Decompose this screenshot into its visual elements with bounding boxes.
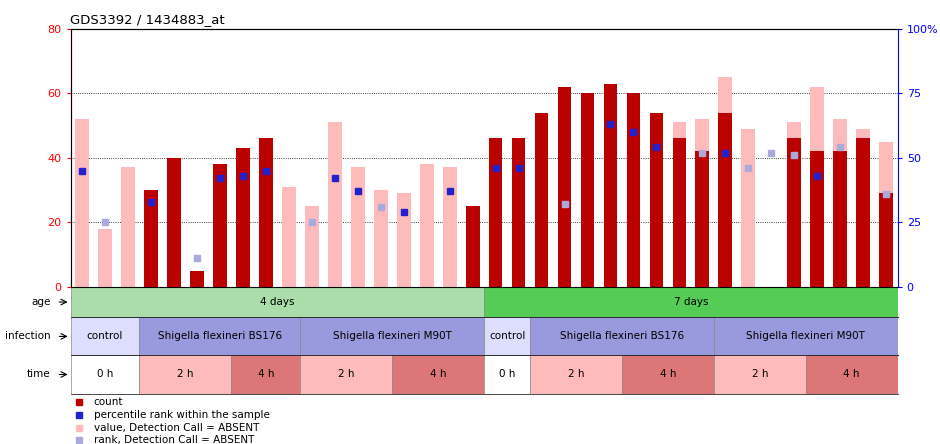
Bar <box>650 113 664 287</box>
Text: Shigella flexineri BS176: Shigella flexineri BS176 <box>560 331 684 341</box>
Bar <box>328 123 341 287</box>
Bar <box>672 139 686 287</box>
Text: GDS3392 / 1434883_at: GDS3392 / 1434883_at <box>70 13 225 26</box>
Text: 4 h: 4 h <box>843 369 860 380</box>
Text: Shigella flexineri BS176: Shigella flexineri BS176 <box>158 331 282 341</box>
Bar <box>856 129 870 287</box>
Bar <box>190 270 204 287</box>
Bar <box>879 142 893 287</box>
Bar <box>70 356 139 393</box>
Bar <box>397 193 411 287</box>
Bar <box>718 113 732 287</box>
Text: 4 h: 4 h <box>430 369 446 380</box>
Bar <box>788 123 801 287</box>
Bar <box>258 139 273 287</box>
Bar <box>718 77 732 287</box>
Text: rank, Detection Call = ABSENT: rank, Detection Call = ABSENT <box>94 436 254 444</box>
Bar <box>713 356 806 393</box>
Bar <box>282 187 296 287</box>
Bar <box>511 139 525 287</box>
Text: 2 h: 2 h <box>752 369 768 380</box>
Text: Shigella flexineri M90T: Shigella flexineri M90T <box>746 331 865 341</box>
Bar <box>530 356 622 393</box>
Bar <box>627 93 640 287</box>
Text: count: count <box>94 397 123 407</box>
Text: value, Detection Call = ABSENT: value, Detection Call = ABSENT <box>94 423 259 432</box>
Bar <box>190 270 204 287</box>
Bar <box>557 87 572 287</box>
Bar <box>465 206 479 287</box>
Bar <box>121 167 134 287</box>
Bar <box>742 129 755 287</box>
Bar <box>70 317 139 356</box>
Text: 2 h: 2 h <box>338 369 354 380</box>
Bar <box>696 119 710 287</box>
Bar <box>484 287 898 317</box>
Bar <box>443 167 457 287</box>
Bar <box>231 356 300 393</box>
Text: 7 days: 7 days <box>674 297 708 307</box>
Bar <box>713 317 898 356</box>
Bar <box>98 229 112 287</box>
Bar <box>139 317 300 356</box>
Bar <box>300 317 484 356</box>
Bar <box>806 356 898 393</box>
Text: 4 h: 4 h <box>660 369 676 380</box>
Text: time: time <box>27 369 51 380</box>
Bar <box>788 139 801 287</box>
Text: 4 days: 4 days <box>260 297 294 307</box>
Bar <box>484 317 530 356</box>
Bar <box>167 158 180 287</box>
Bar <box>484 356 530 393</box>
Text: 2 h: 2 h <box>177 369 194 380</box>
Bar <box>810 151 824 287</box>
Bar <box>696 151 710 287</box>
Bar <box>672 123 686 287</box>
Bar <box>834 151 847 287</box>
Bar <box>236 148 250 287</box>
Bar <box>75 119 89 287</box>
Text: 2 h: 2 h <box>568 369 585 380</box>
Bar <box>856 139 870 287</box>
Bar <box>535 216 548 287</box>
Bar <box>300 356 392 393</box>
Bar <box>530 317 713 356</box>
Text: 4 h: 4 h <box>258 369 274 380</box>
Bar <box>622 356 713 393</box>
Bar <box>144 190 158 287</box>
Bar <box>879 193 893 287</box>
Text: 0 h: 0 h <box>97 369 113 380</box>
Bar <box>420 164 433 287</box>
Text: control: control <box>86 331 123 341</box>
Bar <box>581 93 594 287</box>
Bar <box>351 167 365 287</box>
Text: Shigella flexineri M90T: Shigella flexineri M90T <box>333 331 451 341</box>
Bar <box>810 87 824 287</box>
Bar <box>489 139 503 287</box>
Text: 0 h: 0 h <box>499 369 515 380</box>
Bar <box>139 356 231 393</box>
Bar <box>603 83 618 287</box>
Bar <box>213 164 227 287</box>
Text: age: age <box>31 297 51 307</box>
Bar <box>834 119 847 287</box>
Bar <box>374 190 387 287</box>
Text: percentile rank within the sample: percentile rank within the sample <box>94 410 270 420</box>
Bar <box>70 287 484 317</box>
Bar <box>392 356 484 393</box>
Text: control: control <box>489 331 525 341</box>
Text: infection: infection <box>5 331 51 341</box>
Bar <box>305 206 319 287</box>
Bar <box>535 113 548 287</box>
